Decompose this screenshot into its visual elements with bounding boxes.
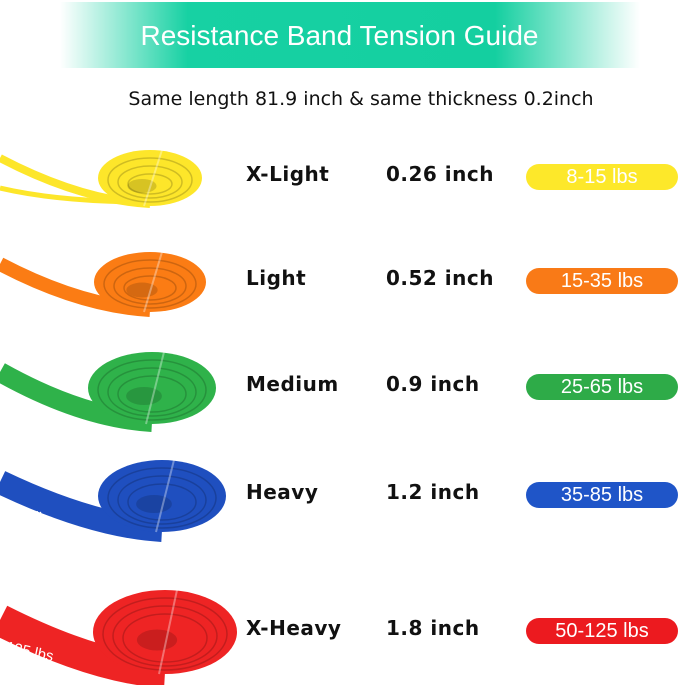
band-width: 1.2 inch — [386, 480, 480, 504]
resistance-badge: 35-85 lbs — [526, 482, 678, 508]
band-image — [0, 149, 202, 208]
band-row-light: 15-35 lbs Light 0.52 inch 15-35 lbs — [0, 228, 679, 338]
band-image: 0-125 lbs — [0, 589, 237, 685]
band-row-x-light: X-Light 0.26 inch 8-15 lbs — [0, 125, 679, 235]
title-banner — [60, 2, 640, 68]
band-coil — [93, 590, 237, 674]
band-coil — [88, 352, 216, 424]
band-width: 0.52 inch — [386, 266, 494, 290]
band-image: 25-65 lbs — [0, 351, 216, 432]
band-image: 35-85 lbs — [0, 459, 226, 542]
resistance-badge: 25-65 lbs — [526, 374, 678, 400]
resistance-badge: 15-35 lbs — [526, 268, 678, 294]
band-width: 1.8 inch — [386, 616, 480, 640]
subtitle: Same length 81.9 inch & same thickness 0… — [128, 88, 594, 110]
band-level: X-Light — [246, 162, 330, 186]
band-row-x-heavy: 0-125 lbs X-Heavy 1.8 inch 50-125 lbs — [0, 570, 679, 685]
band-row-heavy: 35-85 lbs Heavy 1.2 inch 35-85 lbs — [0, 438, 679, 548]
band-row-medium: 25-65 lbs Medium 0.9 inch 25-65 lbs — [0, 330, 679, 440]
band-width: 0.26 inch — [386, 162, 494, 186]
band-coil — [98, 150, 202, 206]
band-width: 0.9 inch — [386, 372, 480, 396]
band-coil — [94, 252, 206, 312]
band-level: X-Heavy — [246, 616, 342, 640]
resistance-badge: 8-15 lbs — [526, 164, 678, 190]
band-level: Medium — [246, 372, 339, 396]
page-title: Resistance Band Tension Guide — [140, 20, 539, 51]
band-level: Heavy — [246, 480, 319, 504]
band-image: 15-35 lbs — [0, 251, 206, 317]
resistance-badge: 50-125 lbs — [526, 618, 678, 644]
band-level: Light — [246, 266, 307, 290]
band-coil — [98, 460, 226, 532]
